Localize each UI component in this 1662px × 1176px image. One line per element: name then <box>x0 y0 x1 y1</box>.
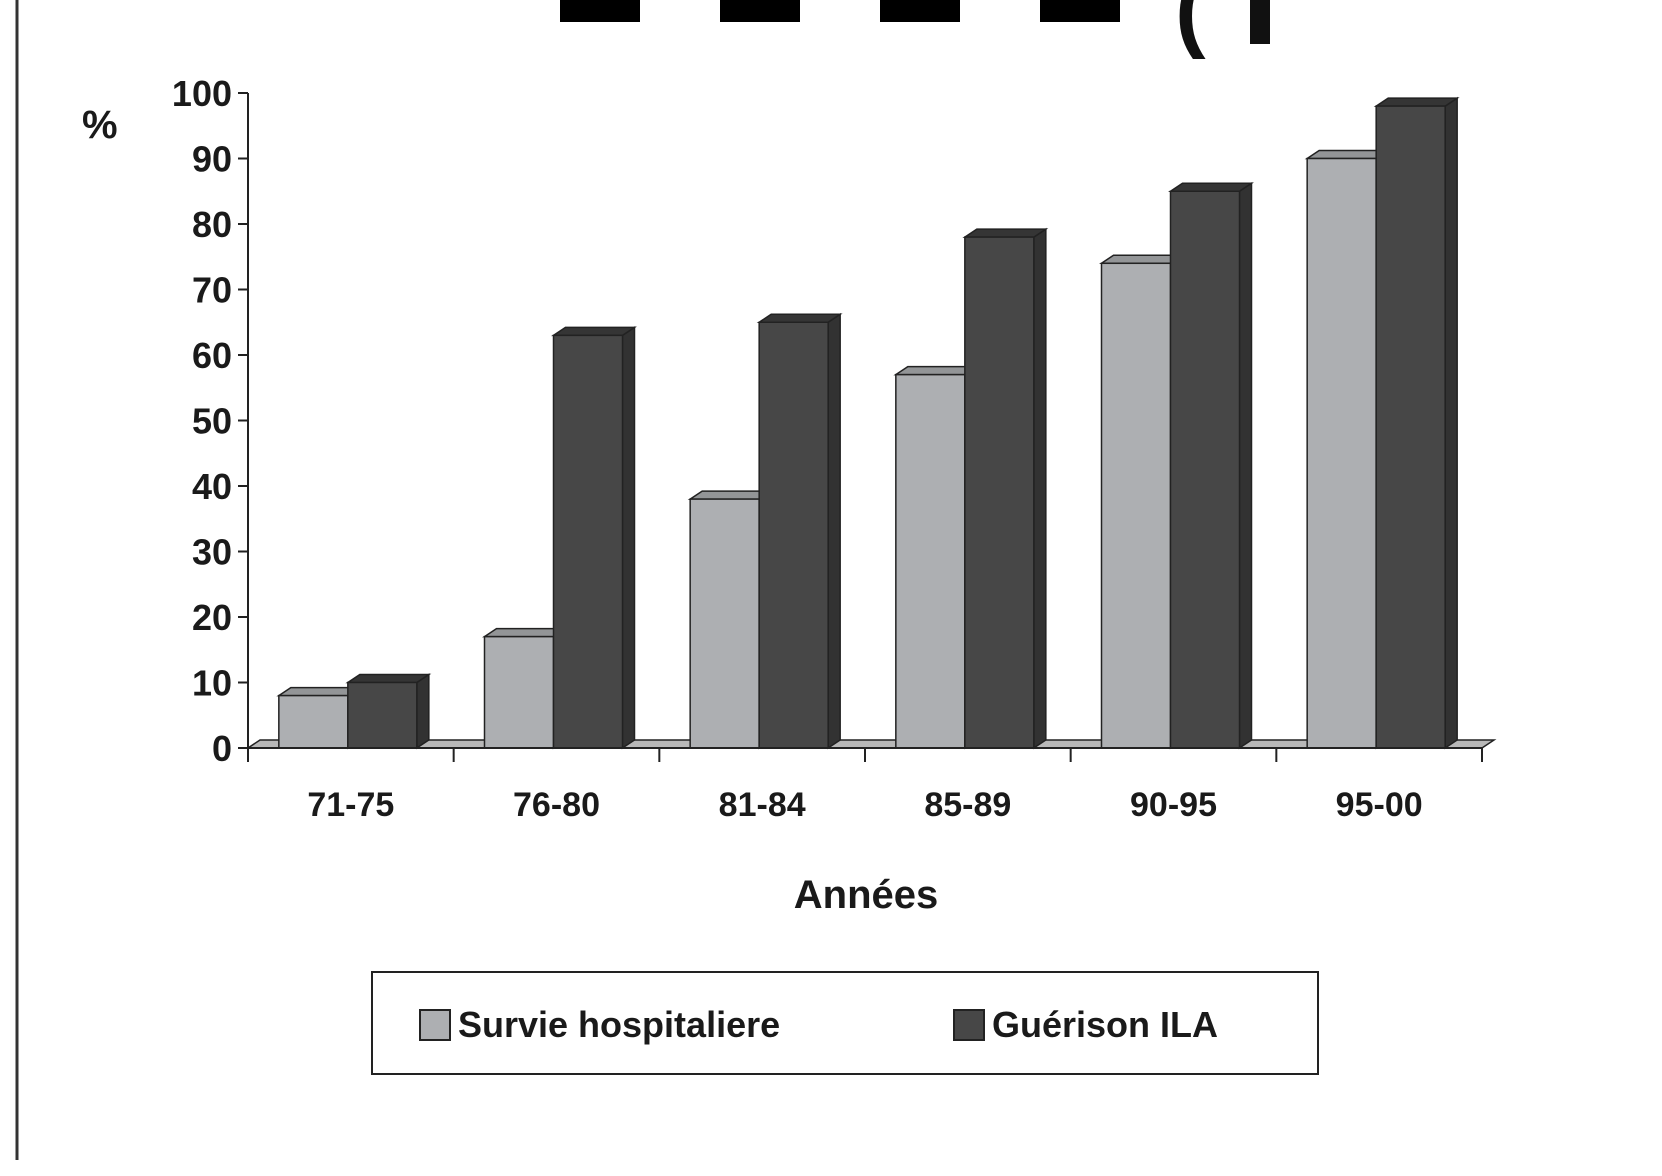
title-fragment-block-4 <box>1040 0 1120 22</box>
y-axis: 0 10 20 30 40 50 60 70 80 90 100 <box>172 73 249 769</box>
y-tick-label: 20 <box>192 597 232 638</box>
bar-guerison-95-00 <box>1373 96 1460 750</box>
bar-guerison-71-75 <box>345 673 432 750</box>
bar-guerison-90-95 <box>1168 181 1254 750</box>
bars-group <box>276 96 1460 750</box>
x-tick-label: 90-95 <box>1130 786 1217 824</box>
bar-top <box>1373 97 1460 107</box>
y-tick-label: 60 <box>192 335 232 376</box>
y-tick-label: 70 <box>192 270 232 311</box>
legend-label-survie: Survie hospitaliere <box>458 1004 780 1045</box>
title-fragment-block-1 <box>560 0 640 22</box>
bar-front <box>483 635 555 749</box>
legend-swatch-survie <box>419 1009 451 1041</box>
bar-guerison-85-89 <box>962 227 1049 750</box>
x-axis-title: Années <box>794 873 939 917</box>
x-tick-label: 85-89 <box>924 786 1011 824</box>
bar-front <box>758 321 829 749</box>
bar-side <box>1444 96 1458 750</box>
y-tick-label: 100 <box>172 73 232 114</box>
y-axis-title: % <box>82 103 118 147</box>
bar-side <box>621 325 636 750</box>
x-tick-label: 81-84 <box>719 786 806 824</box>
x-axis: 71-75 76-80 81-84 85-89 90-95 95-00 <box>247 747 1483 824</box>
y-tick-label: 30 <box>192 532 232 573</box>
legend: Survie hospitaliere Guérison ILA <box>371 971 1319 1075</box>
bar-front <box>1306 157 1377 749</box>
y-tick-label: 90 <box>192 139 232 180</box>
bar-front <box>347 681 418 749</box>
x-tick-label: 95-00 <box>1336 786 1423 824</box>
legend-box <box>371 971 1319 1075</box>
bar-front <box>895 373 966 749</box>
bar-side <box>416 673 430 750</box>
bar-front <box>552 334 624 749</box>
bar-guerison-81-84 <box>756 312 843 750</box>
bar-front <box>964 236 1035 749</box>
bar-top <box>962 228 1049 238</box>
y-tick-label: 40 <box>192 466 232 507</box>
legend-swatch-guerison <box>953 1009 985 1041</box>
bar-front <box>278 694 349 749</box>
title-fragment-group: ( <box>560 0 1270 60</box>
bar-front <box>689 498 760 749</box>
bar-side <box>1238 181 1253 750</box>
legend-label-guerison: Guérison ILA <box>992 1004 1218 1045</box>
chart-title-fragment: ( <box>1175 0 1206 60</box>
x-tick-label: 71-75 <box>307 786 394 824</box>
bar-side <box>1033 227 1047 750</box>
y-tick-label: 0 <box>212 728 232 769</box>
title-fragment-block-3 <box>880 0 960 22</box>
bar-side <box>827 312 841 750</box>
bar-top <box>756 313 843 323</box>
y-tick-label: 10 <box>192 663 232 704</box>
bar-front <box>1375 105 1446 749</box>
bar-front <box>1100 262 1172 749</box>
title-fragment-block-2 <box>720 0 800 22</box>
bar-top <box>1168 182 1254 192</box>
x-tick-label: 76-80 <box>513 786 600 824</box>
y-tick-label: 80 <box>192 204 232 245</box>
bar-top <box>345 673 432 684</box>
title-fragment-paren-close <box>1250 0 1270 44</box>
bar-top <box>551 326 637 337</box>
bar-front <box>1169 190 1241 749</box>
bar-guerison-76-80 <box>551 325 637 750</box>
y-tick-label: 50 <box>192 401 232 442</box>
